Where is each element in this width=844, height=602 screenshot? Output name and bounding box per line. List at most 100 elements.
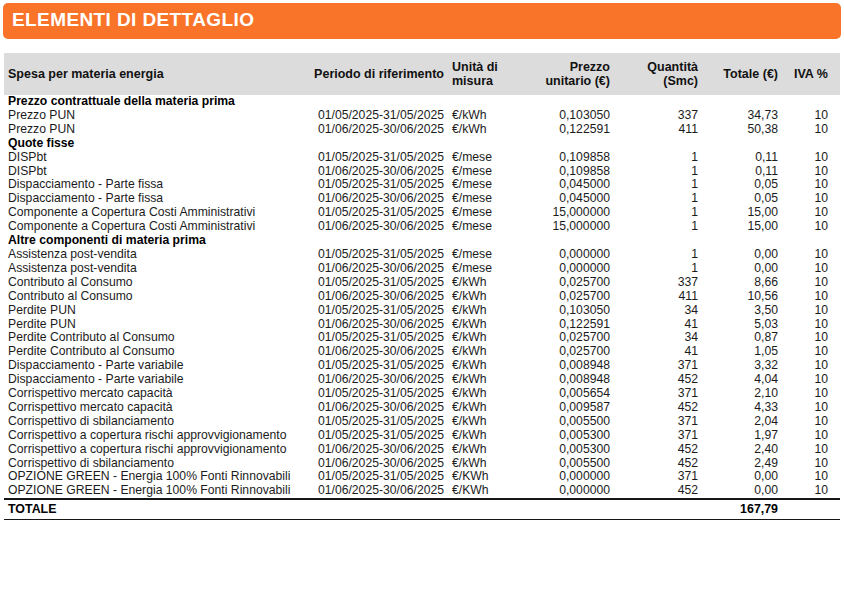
cell-periodo: 01/06/2025-30/06/2025 [302,192,448,206]
table-row: DISPbt 01/06/2025-30/06/2025 €/mese 0,10… [4,165,840,179]
cell-prezzo: 0,000000 [522,262,614,276]
cell-quantita: 34 [614,331,702,345]
cell-iva: 10 [782,387,840,401]
cell-iva: 10 [782,165,840,179]
cell-periodo: 01/05/2025-31/05/2025 [302,331,448,345]
cell-periodo: 01/06/2025-30/06/2025 [302,165,448,179]
cell-label: DISPbt [4,165,302,179]
col-header-quantita: Quantità (Smc) [614,53,702,95]
cell-quantita: 1 [614,151,702,165]
cell-prezzo: 0,000000 [522,248,614,262]
cell-label: DISPbt [4,151,302,165]
cell-periodo: 01/06/2025-30/06/2025 [302,290,448,304]
cell-iva: 10 [782,248,840,262]
cell-unita: €/KWh [448,484,522,499]
cell-totale: 5,03 [702,318,782,332]
cell-unita: €/kWh [448,276,522,290]
cell-periodo: 01/05/2025-31/05/2025 [302,109,448,123]
cell-totale: 0,05 [702,178,782,192]
cell-quantita: 371 [614,359,702,373]
cell-unita: €/mese [448,178,522,192]
cell-quantita: 1 [614,206,702,220]
col-header-spesa: Spesa per materia energia [4,53,302,95]
cell-quantita: 41 [614,345,702,359]
cell-label: Assistenza post-vendita [4,248,302,262]
table-row: Dispacciamento - Parte fissa 01/06/2025-… [4,192,840,206]
cell-prezzo: 0,009587 [522,401,614,415]
cell-iva: 10 [782,457,840,471]
cell-totale: 2,10 [702,387,782,401]
cell-label: Corrispettivo di sbilanciamento [4,415,302,429]
cell-prezzo: 0,109858 [522,165,614,179]
table-row: DISPbt 01/05/2025-31/05/2025 €/mese 0,10… [4,151,840,165]
title-bar: ELEMENTI DI DETTAGLIO [3,3,841,39]
table-row: Prezzo PUN 01/06/2025-30/06/2025 €/kWh 0… [4,123,840,137]
cell-prezzo: 0,103050 [522,304,614,318]
cell-quantita: 371 [614,429,702,443]
cell-prezzo: 0,005654 [522,387,614,401]
cell-iva: 10 [782,123,840,137]
cell-unita: €/mese [448,192,522,206]
cell-totale: 0,00 [702,248,782,262]
cell-periodo: 01/06/2025-30/06/2025 [302,318,448,332]
cell-label: Prezzo PUN [4,109,302,123]
cell-totale: 0,11 [702,151,782,165]
col-header-unita: Unità di misura [448,53,522,95]
cell-totale: 0,11 [702,165,782,179]
cell-unita: €/mese [448,151,522,165]
cell-quantita: 452 [614,373,702,387]
cell-label: Corrispettivo mercato capacità [4,387,302,401]
cell-label: Perdite Contributo al Consumo [4,345,302,359]
cell-quantita: 1 [614,262,702,276]
cell-quantita: 371 [614,387,702,401]
table-row: Dispacciamento - Parte variabile 01/05/2… [4,359,840,373]
section-row: Altre componenti di materia prima [4,234,840,248]
cell-label: Prezzo PUN [4,123,302,137]
cell-iva: 10 [782,304,840,318]
cell-iva: 10 [782,151,840,165]
cell-unita: €/kWh [448,318,522,332]
table-row: Corrispettivo a copertura rischi approvv… [4,429,840,443]
cell-unita: €/mese [448,206,522,220]
cell-unita: €/kWh [448,429,522,443]
cell-prezzo: 0,025700 [522,276,614,290]
cell-unita: €/kWh [448,331,522,345]
cell-periodo: 01/05/2025-31/05/2025 [302,304,448,318]
cell-prezzo: 0,122591 [522,123,614,137]
cell-totale: 3,32 [702,359,782,373]
cell-quantita: 371 [614,470,702,484]
table-row: Contributo al Consumo 01/05/2025-31/05/2… [4,276,840,290]
cell-label: Dispacciamento - Parte variabile [4,359,302,373]
col-header-totale: Totale (€) [702,53,782,95]
cell-quantita: 452 [614,457,702,471]
table-row: Corrispettivo di sbilanciamento 01/05/20… [4,415,840,429]
total-iva-empty [782,499,840,520]
cell-label: Perdite PUN [4,304,302,318]
cell-iva: 10 [782,290,840,304]
cell-prezzo: 0,005300 [522,429,614,443]
table-footer: TOTALE 167,79 [4,499,840,520]
cell-iva: 10 [782,484,840,499]
cell-label: Componente a Copertura Costi Amministrat… [4,220,302,234]
cell-unita: €/mese [448,262,522,276]
cell-iva: 10 [782,415,840,429]
cell-label: Corrispettivo a copertura rischi approvv… [4,429,302,443]
cell-quantita: 34 [614,304,702,318]
cell-periodo: 01/05/2025-31/05/2025 [302,151,448,165]
table-row: Prezzo PUN 01/05/2025-31/05/2025 €/kWh 0… [4,109,840,123]
cell-quantita: 1 [614,248,702,262]
table-row: Componente a Copertura Costi Amministrat… [4,220,840,234]
cell-totale: 8,66 [702,276,782,290]
cell-iva: 10 [782,470,840,484]
cell-prezzo: 0,045000 [522,192,614,206]
cell-totale: 0,87 [702,331,782,345]
cell-prezzo: 0,008948 [522,373,614,387]
cell-iva: 10 [782,359,840,373]
cell-iva: 10 [782,401,840,415]
cell-unita: €/kWh [448,109,522,123]
cell-prezzo: 0,000000 [522,470,614,484]
cell-totale: 1,97 [702,429,782,443]
table-row: Assistenza post-vendita 01/05/2025-31/05… [4,248,840,262]
table-row: Assistenza post-vendita 01/06/2025-30/06… [4,262,840,276]
table-row: Perdite PUN 01/05/2025-31/05/2025 €/kWh … [4,304,840,318]
